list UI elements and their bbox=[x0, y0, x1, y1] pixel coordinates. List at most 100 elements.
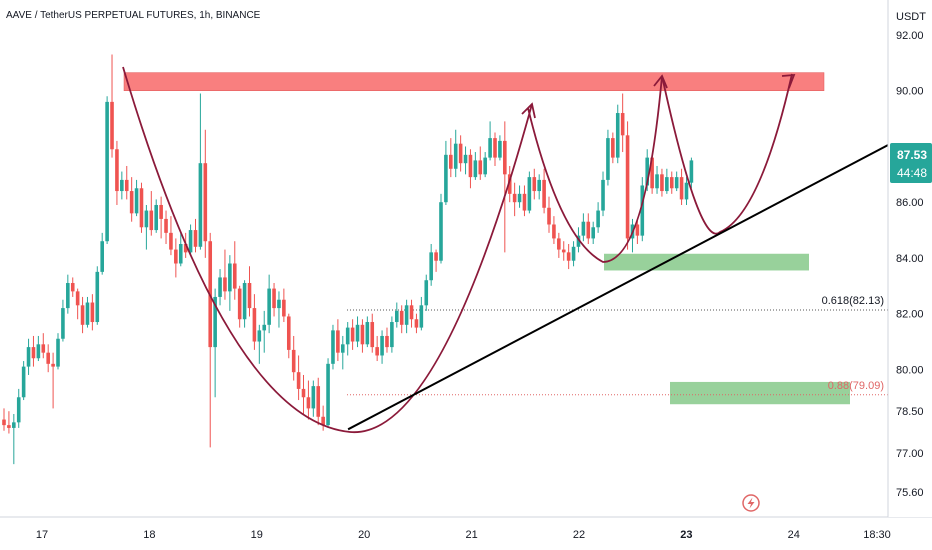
candle bbox=[606, 129, 610, 186]
candle bbox=[409, 299, 414, 328]
fib-618-label: 0.618(82.13) bbox=[822, 295, 884, 307]
y-tick-label: 80.00 bbox=[896, 364, 924, 376]
candle-body bbox=[517, 193, 522, 203]
candle-body bbox=[232, 263, 237, 289]
candle-body bbox=[247, 283, 252, 309]
candle-body bbox=[316, 386, 321, 417]
candle bbox=[262, 310, 267, 353]
candle-body bbox=[414, 319, 419, 328]
candle-body bbox=[611, 138, 615, 158]
candle-body bbox=[434, 252, 438, 261]
candle-body bbox=[395, 310, 399, 323]
candle bbox=[566, 244, 571, 270]
candle-body bbox=[449, 154, 453, 169]
candle bbox=[615, 104, 620, 164]
candle-body bbox=[615, 113, 620, 158]
candle bbox=[193, 218, 198, 253]
candle-body bbox=[493, 138, 497, 158]
candle-body bbox=[326, 363, 330, 426]
candle bbox=[257, 324, 262, 364]
candle bbox=[404, 299, 409, 334]
candle bbox=[684, 177, 689, 205]
candle-body bbox=[375, 347, 379, 356]
candle-body bbox=[16, 397, 21, 423]
candle-body bbox=[635, 224, 640, 236]
candle bbox=[679, 168, 684, 205]
x-tick-label: 17 bbox=[36, 529, 48, 541]
candle-body bbox=[291, 349, 296, 373]
candle-body bbox=[571, 246, 576, 261]
x-tick-label: 22 bbox=[573, 529, 585, 541]
candle-body bbox=[380, 335, 384, 356]
candle bbox=[154, 199, 159, 233]
candle-body bbox=[444, 154, 448, 203]
candle-body bbox=[51, 363, 55, 367]
arrow-head-2 bbox=[653, 74, 668, 89]
candle bbox=[208, 232, 213, 448]
candle-body bbox=[85, 302, 90, 325]
candle-body bbox=[134, 188, 139, 214]
candle-body bbox=[591, 227, 595, 239]
current-price-tag: 87.53 44:48 bbox=[890, 143, 932, 183]
candle bbox=[395, 302, 399, 328]
candle bbox=[625, 121, 630, 250]
candle-body bbox=[2, 419, 6, 426]
trendline bbox=[347, 137, 902, 431]
candle-body bbox=[345, 327, 350, 345]
candle-body bbox=[129, 191, 134, 214]
candle bbox=[139, 182, 144, 233]
candle bbox=[188, 224, 193, 256]
candle bbox=[252, 294, 257, 350]
candle-body bbox=[237, 288, 242, 320]
lightning-icon[interactable] bbox=[742, 494, 760, 512]
candle-body bbox=[21, 366, 26, 398]
candle-body bbox=[385, 335, 389, 348]
candle bbox=[31, 335, 36, 367]
candle-body bbox=[650, 157, 654, 189]
candle-body bbox=[532, 177, 537, 192]
candle bbox=[591, 221, 595, 244]
cup-curve-2 bbox=[527, 75, 663, 263]
candle bbox=[340, 335, 345, 370]
y-tick-label: 77.00 bbox=[896, 448, 924, 460]
candle-body bbox=[419, 305, 424, 328]
candle bbox=[267, 274, 271, 334]
candle-body bbox=[399, 310, 404, 325]
candle-body bbox=[7, 425, 11, 428]
candle-body bbox=[193, 230, 198, 247]
candle bbox=[665, 168, 669, 194]
currency-label: USDT bbox=[896, 11, 926, 23]
candle-body bbox=[164, 218, 168, 233]
candle bbox=[223, 249, 227, 300]
candle bbox=[326, 358, 330, 428]
candle-body bbox=[522, 193, 527, 211]
candle-body bbox=[689, 160, 694, 183]
y-tick-label: 90.00 bbox=[896, 86, 924, 98]
candle-body bbox=[154, 204, 159, 231]
candle bbox=[198, 93, 203, 250]
zones-layer bbox=[123, 72, 850, 405]
candle-body bbox=[306, 397, 311, 409]
candle bbox=[434, 249, 438, 272]
candle-body bbox=[242, 283, 247, 320]
candle bbox=[247, 266, 252, 317]
candle-body bbox=[674, 177, 679, 189]
candle-body bbox=[665, 177, 669, 192]
candle bbox=[424, 274, 429, 311]
candle bbox=[399, 305, 404, 334]
candle bbox=[488, 121, 492, 161]
candle bbox=[272, 283, 276, 317]
candle bbox=[561, 241, 566, 261]
candle bbox=[463, 146, 468, 175]
candle-body bbox=[311, 386, 316, 409]
candle-body bbox=[66, 283, 70, 309]
candle-body bbox=[124, 179, 129, 192]
x-tick-label: 18 bbox=[143, 529, 155, 541]
candle-body bbox=[252, 308, 257, 342]
x-tick-label: 24 bbox=[788, 529, 800, 541]
candle bbox=[178, 232, 183, 267]
candle bbox=[174, 238, 178, 278]
candle-body bbox=[365, 322, 370, 345]
candle bbox=[640, 177, 645, 242]
